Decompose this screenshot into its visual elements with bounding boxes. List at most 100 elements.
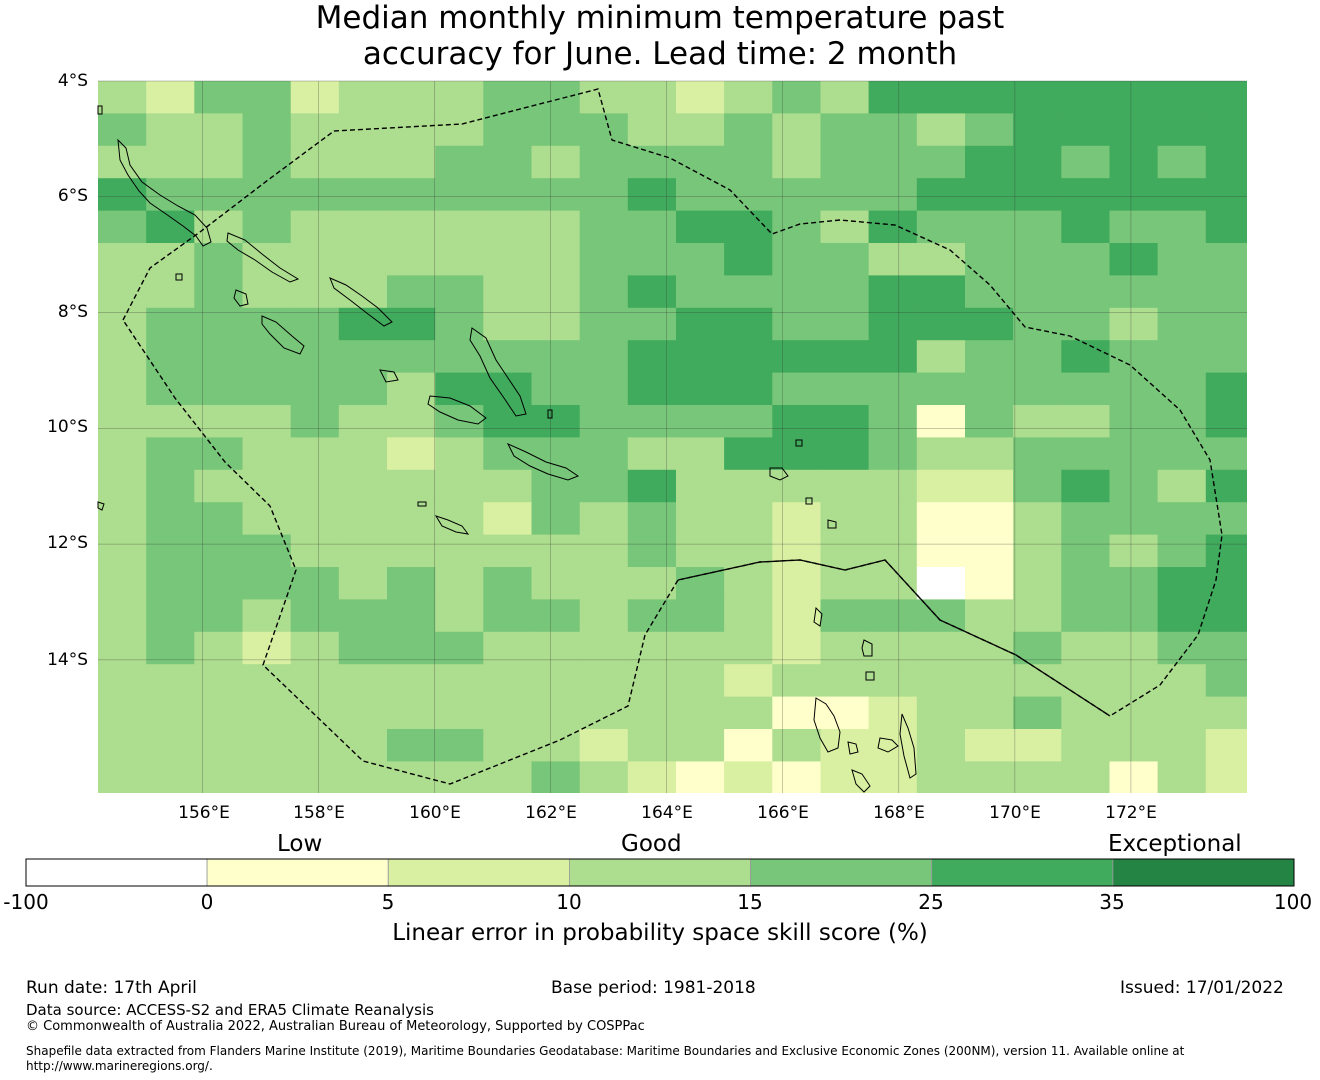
grid-cell xyxy=(435,372,484,406)
grid-cell xyxy=(98,81,147,114)
grid-cell xyxy=(1061,178,1111,212)
grid-cell xyxy=(579,729,629,762)
lon-label-156e: 156°E xyxy=(178,803,230,823)
grid-cell xyxy=(965,696,1014,730)
grid-cell xyxy=(242,210,292,244)
grid-cell xyxy=(146,567,195,600)
grid-cell xyxy=(1205,372,1247,406)
grid-cell xyxy=(627,243,677,276)
grid-cell xyxy=(868,405,918,438)
grid-cell xyxy=(965,307,1014,341)
grid-cell xyxy=(98,631,147,665)
grid-cell xyxy=(724,664,773,698)
grid-cell xyxy=(772,243,822,276)
grid-cell xyxy=(724,696,773,730)
grid-cell xyxy=(1109,81,1159,114)
grid-cell xyxy=(579,534,629,568)
grid-cell xyxy=(387,178,436,212)
grid-cell xyxy=(724,405,773,438)
grid-cell xyxy=(531,307,581,341)
grid-cell xyxy=(290,599,340,633)
grid-cell xyxy=(531,243,581,276)
grid-cell xyxy=(1157,275,1207,309)
grid-cell xyxy=(242,599,292,633)
category-low: Low xyxy=(277,831,323,857)
grid-cell xyxy=(1157,729,1207,762)
grid-cell xyxy=(965,178,1014,212)
grid-cell xyxy=(435,469,484,503)
grid-cell xyxy=(1157,502,1207,536)
data-source: Data source: ACCESS-S2 and ERA5 Climate … xyxy=(26,1001,434,1019)
grid-cell xyxy=(820,696,870,730)
grid-cell xyxy=(772,664,822,698)
grid-cell xyxy=(676,729,725,762)
grid-cell xyxy=(1109,178,1159,212)
grid-cell xyxy=(1109,113,1159,147)
grid-cell xyxy=(724,437,773,471)
grid-cell xyxy=(531,275,581,309)
grid-cell xyxy=(724,178,773,212)
grid-cell xyxy=(1013,340,1062,374)
grid-cell xyxy=(1013,307,1062,341)
grid-cell xyxy=(1109,210,1159,244)
grid-cell xyxy=(146,761,195,793)
grid-cell xyxy=(290,372,340,406)
grid-cell xyxy=(435,178,484,212)
grid-cell xyxy=(483,405,533,438)
grid-cell xyxy=(820,372,870,406)
grid-cell xyxy=(1157,567,1207,600)
grid-cell xyxy=(916,534,966,568)
grid-cell xyxy=(242,113,292,147)
grid-cell xyxy=(868,113,918,147)
grid-cell xyxy=(820,307,870,341)
grid-cell xyxy=(387,567,436,600)
grid-cell xyxy=(772,631,822,665)
grid-cell xyxy=(676,664,725,698)
grid-cell xyxy=(916,761,966,793)
grid-cell xyxy=(724,210,773,244)
colorbar-frame xyxy=(25,858,1295,887)
lon-label-162e: 162°E xyxy=(525,803,577,823)
grid-cell xyxy=(676,340,725,374)
grid-cell xyxy=(338,372,388,406)
grid-cell xyxy=(627,372,677,406)
grid-cell xyxy=(1157,145,1207,179)
grid-cell xyxy=(868,631,918,665)
grid-cell xyxy=(627,761,677,793)
island-small-1 xyxy=(795,439,803,447)
island-malaita xyxy=(469,327,527,417)
grid-cell xyxy=(1109,696,1159,730)
grid-cell xyxy=(338,567,388,600)
grid-cell xyxy=(338,340,388,374)
grid-cell xyxy=(1205,437,1247,471)
grid-cell xyxy=(338,761,388,793)
grid-cell xyxy=(531,81,581,114)
grid-cell xyxy=(579,437,629,471)
shapefile-credit-line-2: http://www.marineregions.org/. xyxy=(26,1059,213,1073)
grid-cell xyxy=(1157,243,1207,276)
grid-cell xyxy=(820,599,870,633)
grid-cell xyxy=(676,502,725,536)
grid-cell xyxy=(627,664,677,698)
grid-cell xyxy=(1205,761,1247,793)
tick-minus-100: -100 xyxy=(3,890,49,914)
grid-cell xyxy=(772,469,822,503)
colorbar-segments xyxy=(25,858,1295,887)
grid-cell xyxy=(1109,631,1159,665)
grid-cell xyxy=(820,275,870,309)
grid-cell xyxy=(1109,567,1159,600)
grid-cell xyxy=(820,567,870,600)
colorbar-segment xyxy=(1112,858,1295,887)
grid-cell xyxy=(1157,405,1207,438)
lon-label-170e: 170°E xyxy=(989,803,1041,823)
grid-cell xyxy=(724,81,773,114)
grid-cell xyxy=(916,664,966,698)
grid-cell xyxy=(676,113,725,147)
grid-cell xyxy=(1013,113,1062,147)
grid-cell xyxy=(627,113,677,147)
grid-cell xyxy=(242,81,292,114)
grid-cell xyxy=(483,307,533,341)
grid-cell xyxy=(387,145,436,179)
grid-cell xyxy=(531,599,581,633)
